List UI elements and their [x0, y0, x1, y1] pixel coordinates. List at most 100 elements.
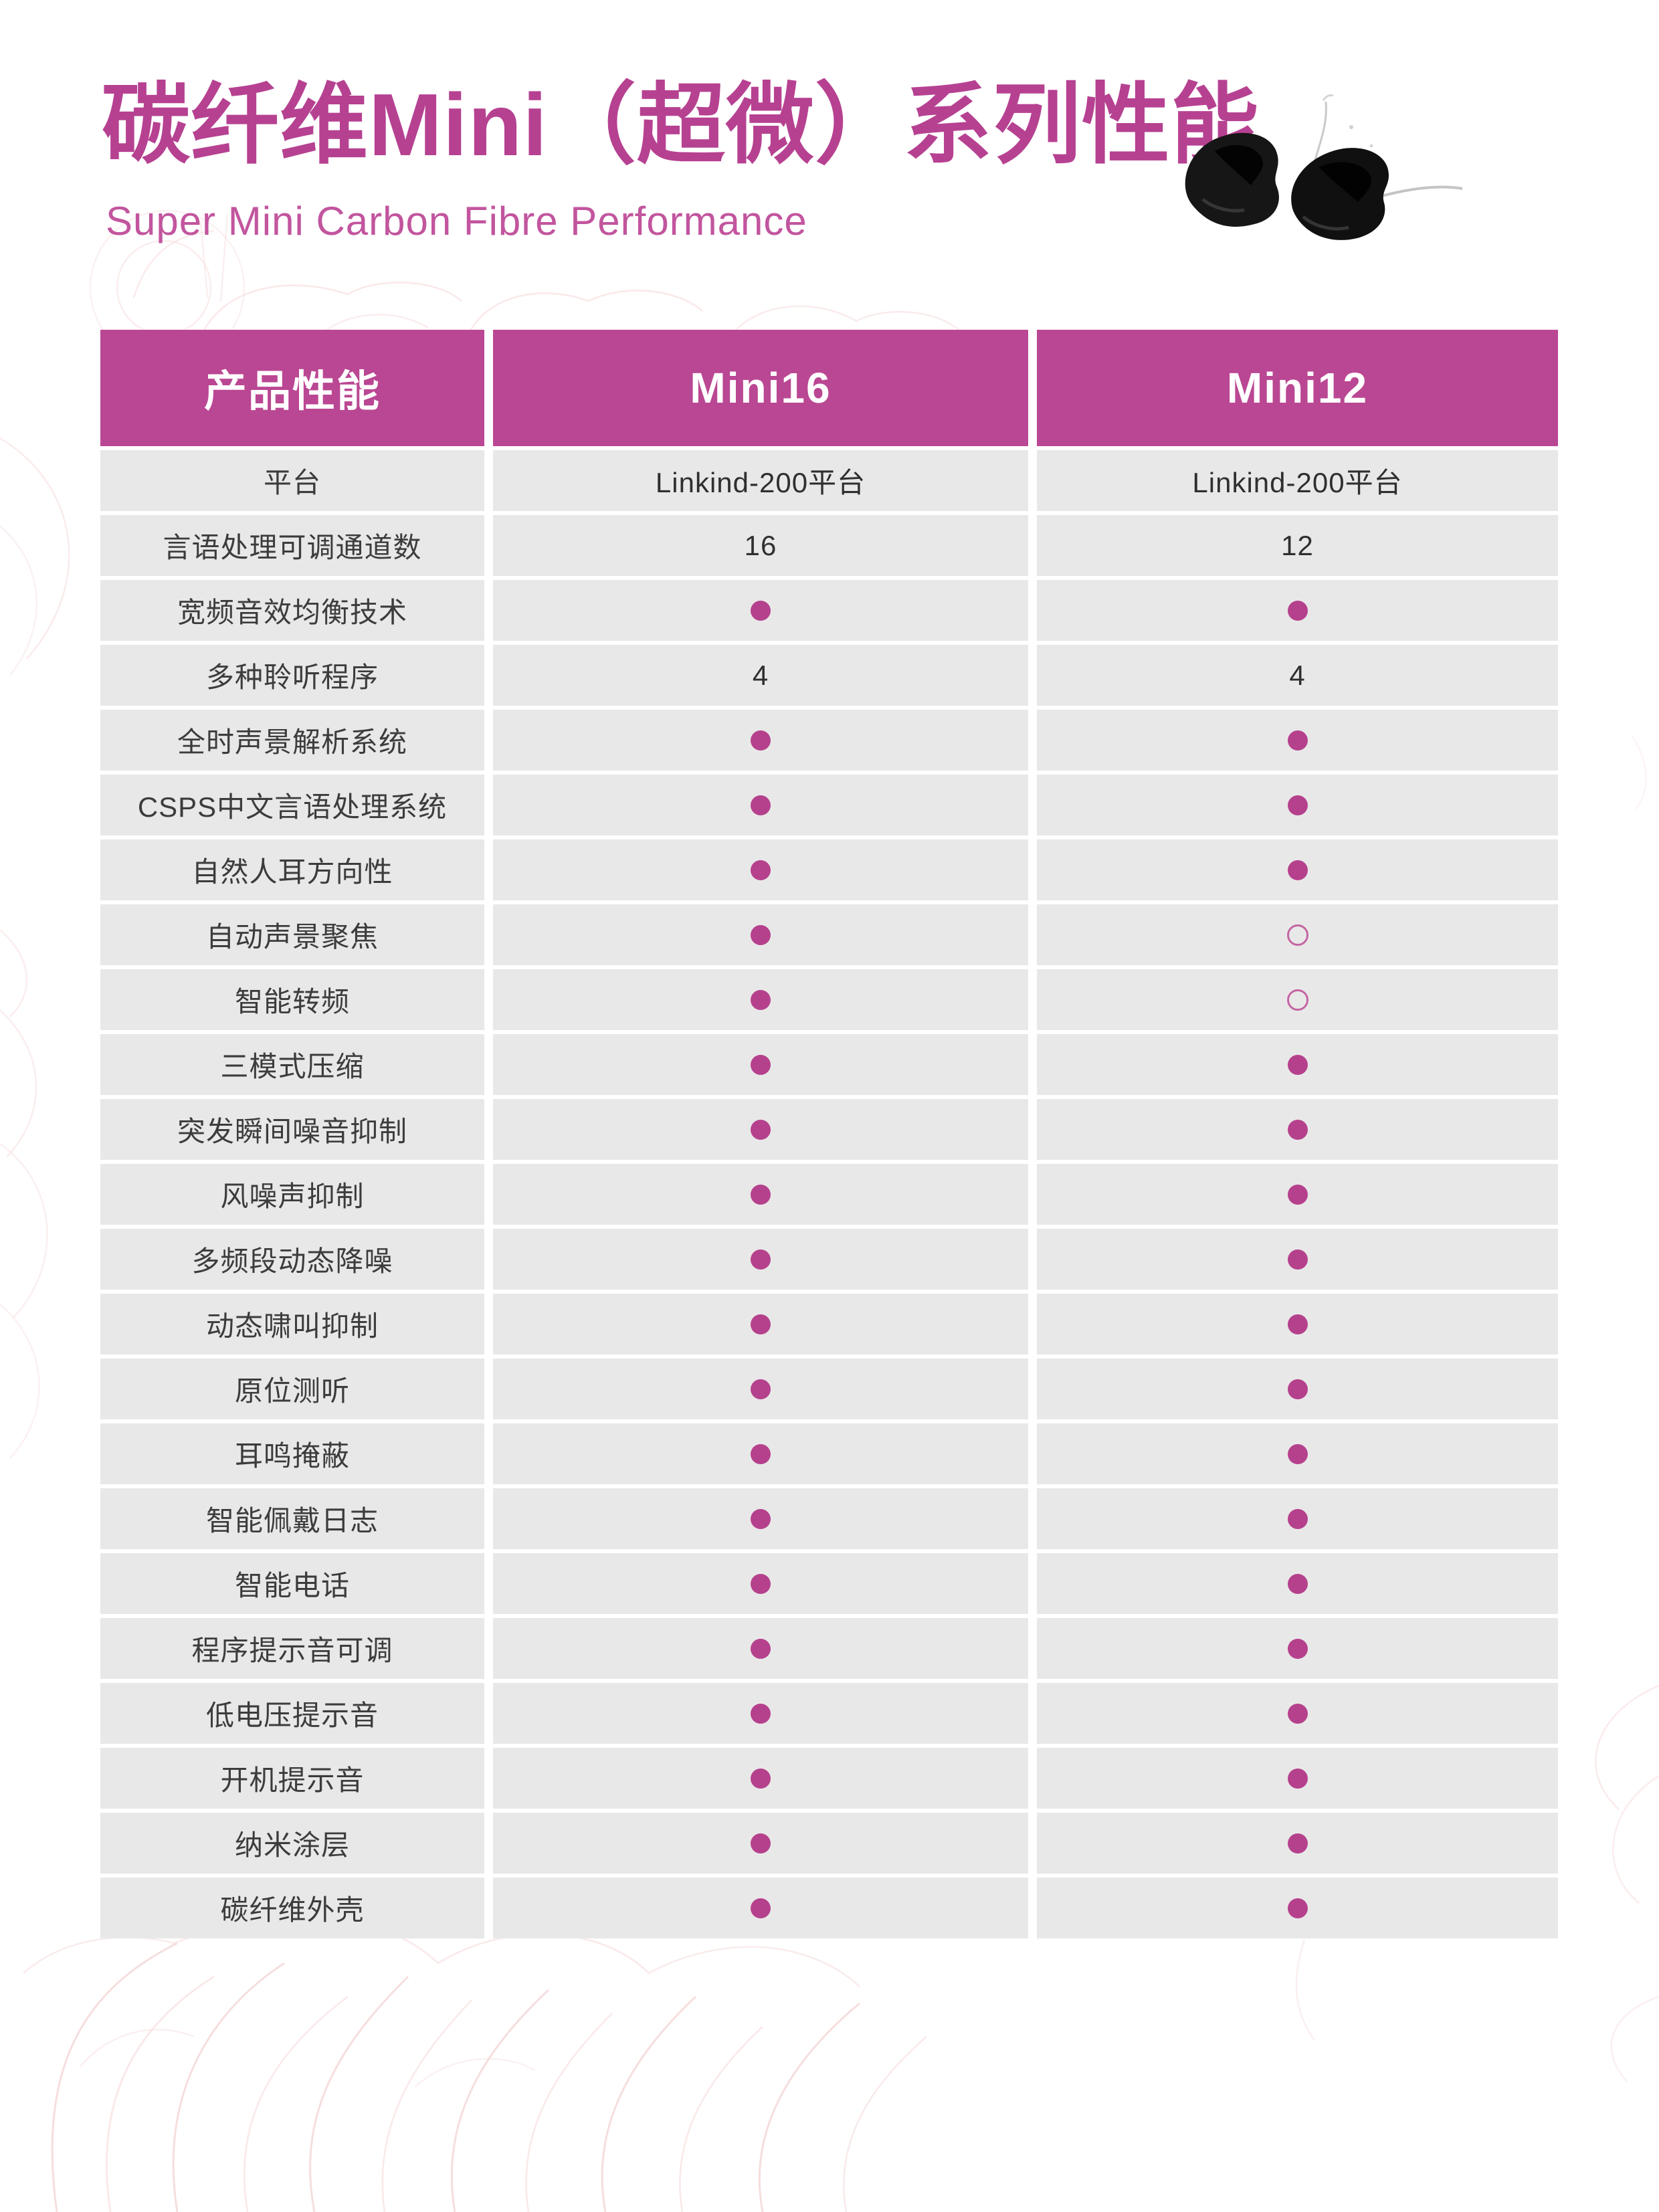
feature-label-cell: 自动声景聚焦	[100, 904, 484, 965]
filled-dot-icon	[751, 1054, 771, 1075]
page-title: 碳纤维Mini（超微）系列性能	[102, 76, 1260, 174]
column-header-mini16: Mini16	[493, 330, 1028, 446]
mini16-value-cell	[493, 1488, 1028, 1549]
filled-dot-icon	[1287, 730, 1308, 750]
filled-dot-icon	[1287, 1184, 1308, 1205]
filled-dot-icon	[751, 1898, 771, 1918]
mini12-value-cell	[1037, 1878, 1558, 1938]
mini12-value-cell	[1037, 1683, 1558, 1744]
feature-label-cell: 多频段动态降噪	[100, 1229, 484, 1290]
feature-label-cell: 碳纤维外壳	[100, 1878, 484, 1938]
feature-label-cell: 风噪声抑制	[100, 1164, 484, 1225]
feature-label-cell: 智能电话	[100, 1553, 484, 1614]
feature-label-cell: 低电压提示音	[100, 1683, 484, 1744]
mini12-value-cell	[1037, 1423, 1558, 1484]
mini16-value-cell	[493, 580, 1028, 641]
feature-label-cell: 自然人耳方向性	[100, 839, 484, 900]
mini16-value-cell: 16	[493, 515, 1028, 576]
mini16-value-cell	[493, 1553, 1028, 1614]
mini16-value-cell	[493, 969, 1028, 1030]
filled-dot-icon	[751, 1638, 771, 1659]
mini12-value-cell	[1037, 904, 1558, 965]
feature-label-cell: 平台	[100, 450, 484, 511]
mini12-value-cell	[1037, 1099, 1558, 1160]
mini16-value-cell	[493, 1423, 1028, 1484]
feature-label-cell: 耳鸣掩蔽	[100, 1423, 484, 1484]
filled-dot-icon	[1287, 1443, 1308, 1464]
mini16-value-cell	[493, 1683, 1028, 1744]
filled-dot-icon	[1287, 860, 1308, 880]
feature-label-cell: CSPS中文言语处理系统	[100, 775, 484, 835]
filled-dot-icon	[751, 1508, 771, 1529]
mini12-value-cell	[1037, 1294, 1558, 1354]
spec-table: 产品性能 Mini16 Mini12 平台 Linkind-200平台 Linkin…	[100, 330, 1558, 1938]
mini16-value-cell	[493, 1034, 1028, 1095]
mini12-value-cell	[1037, 839, 1558, 900]
mini12-value-cell	[1037, 1813, 1558, 1874]
filled-dot-icon	[751, 1443, 771, 1464]
hollow-dot-icon	[1286, 924, 1308, 946]
feature-label-cell: 开机提示音	[100, 1748, 484, 1809]
mini12-value-cell	[1037, 775, 1558, 835]
filled-dot-icon	[1287, 1703, 1308, 1724]
mini12-value-cell	[1037, 1618, 1558, 1679]
filled-dot-icon	[751, 600, 771, 621]
feature-label-cell: 多种聆听程序	[100, 645, 484, 706]
mini12-value-cell	[1037, 1488, 1558, 1549]
feature-label-cell: 智能佩戴日志	[100, 1488, 484, 1549]
feature-label-cell: 原位测听	[100, 1359, 484, 1419]
filled-dot-icon	[751, 1703, 771, 1724]
mini16-value-cell	[493, 1294, 1028, 1354]
mini16-value-cell	[493, 1618, 1028, 1679]
filled-dot-icon	[751, 1833, 771, 1853]
mini12-value-cell	[1037, 969, 1558, 1030]
mini12-value-cell	[1037, 1164, 1558, 1225]
filled-dot-icon	[751, 1379, 771, 1399]
feature-label-cell: 纳米涂层	[100, 1813, 484, 1874]
feature-label-cell: 宽频音效均衡技术	[100, 580, 484, 641]
mini16-value-cell: 4	[493, 645, 1028, 706]
mini16-value-cell	[493, 1359, 1028, 1419]
mini12-value-cell	[1037, 1748, 1558, 1809]
mini16-value-cell	[493, 775, 1028, 835]
filled-dot-icon	[751, 1119, 771, 1140]
page-subtitle: Super Mini Carbon Fibre Performance	[106, 199, 807, 243]
hollow-dot-icon	[1286, 989, 1308, 1011]
feature-label-cell: 程序提示音可调	[100, 1618, 484, 1679]
mini12-value-cell	[1037, 1229, 1558, 1290]
filled-dot-icon	[751, 924, 771, 945]
filled-dot-icon	[1287, 1249, 1308, 1270]
column-header-features: 产品性能	[100, 330, 484, 446]
filled-dot-icon	[1287, 1768, 1308, 1789]
mini12-value-cell: Linkind-200平台	[1037, 450, 1558, 511]
filled-dot-icon	[1287, 1833, 1308, 1853]
feature-label-cell: 三模式压缩	[100, 1034, 484, 1095]
filled-dot-icon	[751, 730, 771, 750]
mini12-value-cell	[1037, 1034, 1558, 1095]
mini16-value-cell	[493, 1813, 1028, 1874]
feature-label-cell: 全时声景解析系统	[100, 710, 484, 771]
filled-dot-icon	[1287, 1898, 1308, 1918]
mini16-value-cell	[493, 904, 1028, 965]
filled-dot-icon	[1287, 1379, 1308, 1399]
filled-dot-icon	[1287, 1054, 1308, 1075]
filled-dot-icon	[1287, 1119, 1308, 1140]
mini12-value-cell	[1037, 580, 1558, 641]
filled-dot-icon	[751, 1249, 771, 1270]
mini16-value-cell	[493, 1229, 1028, 1290]
feature-label-cell: 突发瞬间噪音抑制	[100, 1099, 484, 1160]
filled-dot-icon	[751, 1573, 771, 1594]
mini16-value-cell	[493, 839, 1028, 900]
filled-dot-icon	[1287, 1508, 1308, 1529]
mini12-value-cell: 12	[1037, 515, 1558, 576]
mini16-value-cell: Linkind-200平台	[493, 450, 1028, 511]
hearing-aid-left-icon	[1185, 132, 1279, 227]
feature-label-cell: 智能转频	[100, 969, 484, 1030]
mini16-value-cell	[493, 710, 1028, 771]
feature-label-cell: 言语处理可调通道数	[100, 515, 484, 576]
filled-dot-icon	[1287, 600, 1308, 621]
mini16-value-cell	[493, 1878, 1028, 1938]
hearing-aids-image	[1185, 94, 1463, 240]
